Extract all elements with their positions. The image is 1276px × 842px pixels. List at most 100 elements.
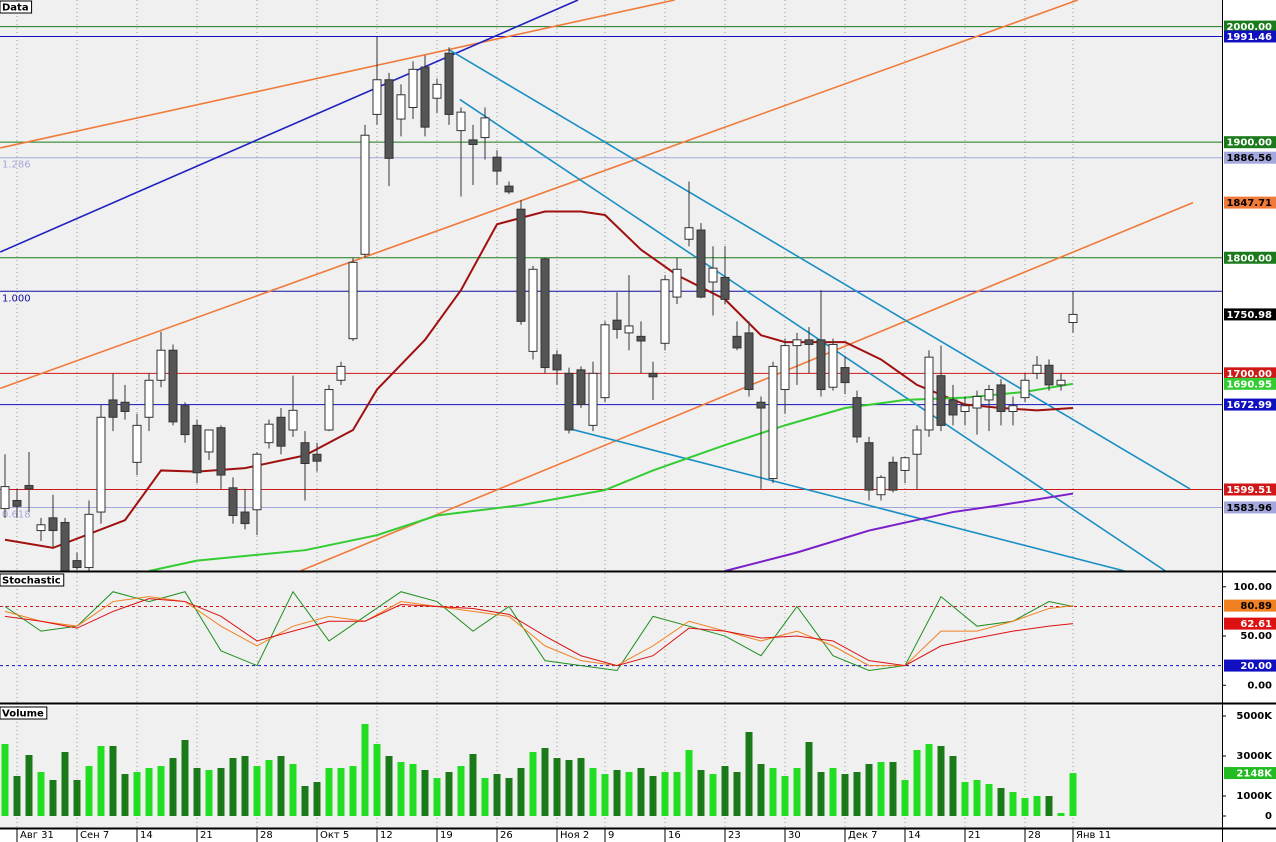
x-tick-label: Сен 7 xyxy=(80,830,109,841)
candle-body xyxy=(408,68,418,108)
volume-bar xyxy=(157,766,165,816)
candle-body xyxy=(612,319,622,330)
candle-body xyxy=(852,397,862,438)
candle-body xyxy=(864,442,874,491)
price-badge xyxy=(1224,151,1276,164)
candle-body xyxy=(552,354,562,371)
volume-bar xyxy=(265,760,273,816)
candle-body xyxy=(120,401,130,412)
candle-body xyxy=(36,524,46,532)
x-tick-label: 9 xyxy=(608,830,614,841)
badge-label: 2000.00 xyxy=(1226,22,1272,33)
volume-bar xyxy=(277,756,285,816)
volume-bar xyxy=(865,764,873,816)
volume-bar xyxy=(649,776,657,816)
price-badge xyxy=(1224,483,1276,496)
volume-bar xyxy=(1021,798,1029,816)
x-tick-label: 28 xyxy=(1028,830,1041,841)
volume-bar xyxy=(337,768,345,816)
volume-bar xyxy=(541,748,549,816)
candle-body xyxy=(996,384,1006,412)
volume-bar xyxy=(721,766,729,816)
badge-label: 1991.46 xyxy=(1226,32,1272,43)
volume-bar xyxy=(913,750,921,816)
price-badge xyxy=(1224,599,1276,612)
volume-bar xyxy=(1033,796,1041,816)
volume-bar xyxy=(985,784,993,816)
moving-average xyxy=(4,210,1074,549)
candle-body xyxy=(60,521,70,571)
candle-body xyxy=(1020,379,1030,399)
price-badge xyxy=(1224,659,1276,672)
candle-body xyxy=(0,486,10,510)
trend-line xyxy=(565,426,1125,571)
trend-line xyxy=(0,0,1079,390)
volume-bar xyxy=(121,774,129,816)
volume-bar xyxy=(73,780,81,816)
volume-bar xyxy=(493,774,501,816)
candle-body xyxy=(720,276,730,300)
candle-body xyxy=(288,409,298,431)
volume-bar xyxy=(565,760,573,816)
candle-body xyxy=(924,356,934,431)
candle-body xyxy=(276,416,286,447)
candle-body xyxy=(948,399,958,416)
candle-body xyxy=(252,453,262,511)
candle-body xyxy=(912,429,922,455)
candle-body xyxy=(264,423,274,444)
x-tick-label: 21 xyxy=(200,830,213,841)
candle-body xyxy=(972,395,982,409)
volume-bar xyxy=(253,766,261,816)
panel-title: Volume xyxy=(2,709,44,720)
volume-bar xyxy=(973,780,981,816)
volume-bar xyxy=(757,764,765,816)
volume-bar xyxy=(577,758,585,816)
y-tick-label: 1000K xyxy=(1236,791,1273,802)
badge-label: 62.61 xyxy=(1240,619,1272,630)
volume-bar xyxy=(841,774,849,816)
candle-body xyxy=(240,511,250,525)
panel-title-box xyxy=(0,706,48,720)
candle-body xyxy=(696,229,706,298)
volume-bar xyxy=(829,768,837,816)
candle-body xyxy=(888,461,898,491)
volume-bar xyxy=(193,768,201,816)
volume-bar xyxy=(949,756,957,816)
candle-body xyxy=(348,261,358,340)
candle-body xyxy=(828,343,838,388)
volume-bar xyxy=(133,772,141,816)
x-tick-label: 14 xyxy=(140,830,153,841)
candle-body xyxy=(156,349,166,381)
y-tick-label: 5000K xyxy=(1236,711,1273,722)
volume-bar xyxy=(529,752,537,816)
volume-bar xyxy=(553,758,561,816)
candle-body xyxy=(168,349,178,423)
volume-bar xyxy=(325,768,333,816)
x-tick-label: 28 xyxy=(260,830,273,841)
badge-label: 1599.51 xyxy=(1226,485,1272,496)
candle-body xyxy=(804,339,814,345)
candle-body xyxy=(468,139,478,145)
candle-body xyxy=(180,405,190,436)
volume-bar xyxy=(25,755,33,816)
panel xyxy=(0,706,1222,828)
candle-body xyxy=(600,324,610,399)
y-tick-label: 3000K xyxy=(1236,751,1273,762)
price-badge xyxy=(1224,196,1276,209)
candle-body xyxy=(360,134,370,255)
candle-body xyxy=(780,345,790,391)
candle-body xyxy=(312,453,322,462)
panel xyxy=(0,0,1222,571)
candle-body xyxy=(936,375,946,426)
candle-body xyxy=(204,429,214,453)
candle-body xyxy=(840,367,850,384)
price-badge xyxy=(1224,398,1276,411)
volume-bar xyxy=(313,782,321,816)
fib-label: 0.618 xyxy=(2,509,31,520)
candle-body xyxy=(1056,379,1066,386)
volume-bar xyxy=(805,742,813,816)
volume-bar xyxy=(469,754,477,816)
candle-body xyxy=(456,111,466,132)
candle-body xyxy=(1044,364,1054,386)
